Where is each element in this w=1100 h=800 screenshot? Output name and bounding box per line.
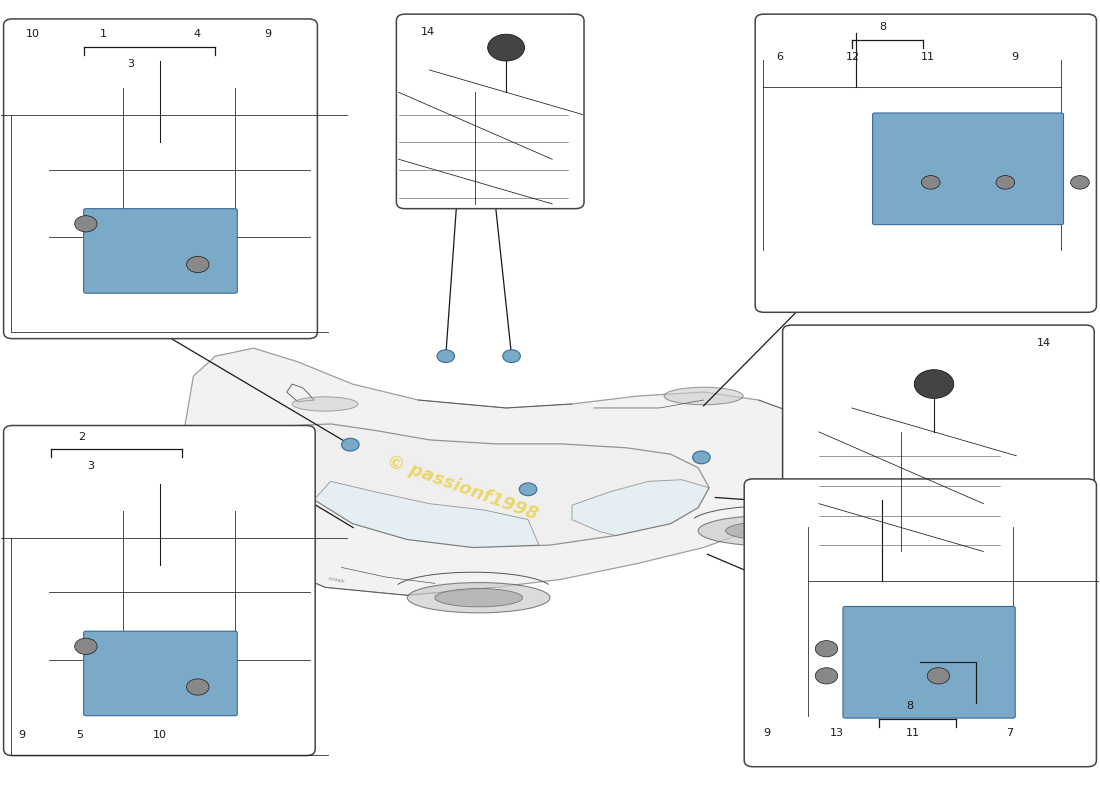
Text: © passionf1998: © passionf1998 bbox=[384, 452, 540, 523]
Text: 11: 11 bbox=[921, 52, 935, 62]
Circle shape bbox=[75, 638, 97, 654]
FancyBboxPatch shape bbox=[872, 113, 1064, 225]
Text: 8: 8 bbox=[906, 702, 914, 711]
Text: 9: 9 bbox=[1011, 52, 1018, 62]
Ellipse shape bbox=[293, 397, 358, 411]
Text: 1: 1 bbox=[100, 30, 107, 39]
Ellipse shape bbox=[434, 589, 522, 607]
Circle shape bbox=[996, 175, 1014, 189]
Text: 14: 14 bbox=[420, 27, 434, 37]
Text: 9: 9 bbox=[18, 730, 25, 740]
FancyBboxPatch shape bbox=[396, 14, 584, 209]
Polygon shape bbox=[315, 482, 539, 547]
Circle shape bbox=[815, 641, 838, 657]
Ellipse shape bbox=[698, 515, 840, 546]
Text: 3: 3 bbox=[128, 58, 134, 69]
Circle shape bbox=[693, 451, 711, 464]
FancyBboxPatch shape bbox=[745, 479, 1097, 766]
Text: 10: 10 bbox=[153, 730, 167, 740]
Text: 7: 7 bbox=[1006, 729, 1013, 738]
Circle shape bbox=[503, 350, 520, 362]
Text: 10: 10 bbox=[25, 30, 40, 39]
Circle shape bbox=[1070, 175, 1089, 189]
Text: 14: 14 bbox=[1037, 338, 1052, 348]
Text: 6: 6 bbox=[776, 52, 783, 62]
Circle shape bbox=[341, 438, 359, 451]
Text: 9: 9 bbox=[763, 729, 770, 738]
Text: 2: 2 bbox=[78, 432, 86, 442]
FancyBboxPatch shape bbox=[3, 426, 316, 755]
FancyBboxPatch shape bbox=[756, 14, 1097, 312]
Circle shape bbox=[437, 350, 454, 362]
Polygon shape bbox=[183, 348, 835, 595]
Circle shape bbox=[927, 668, 949, 684]
Circle shape bbox=[815, 668, 838, 684]
FancyBboxPatch shape bbox=[84, 631, 238, 716]
Ellipse shape bbox=[664, 387, 744, 405]
Text: 8: 8 bbox=[879, 22, 887, 32]
FancyBboxPatch shape bbox=[3, 19, 318, 338]
Text: 12: 12 bbox=[846, 52, 860, 62]
Circle shape bbox=[922, 175, 940, 189]
Text: 3: 3 bbox=[87, 462, 94, 471]
Ellipse shape bbox=[407, 582, 550, 613]
Circle shape bbox=[187, 256, 209, 273]
FancyBboxPatch shape bbox=[84, 209, 238, 293]
Circle shape bbox=[75, 216, 97, 232]
Ellipse shape bbox=[726, 522, 813, 540]
FancyBboxPatch shape bbox=[843, 606, 1015, 718]
Text: 11: 11 bbox=[905, 729, 920, 738]
FancyBboxPatch shape bbox=[782, 325, 1094, 599]
Text: 5: 5 bbox=[76, 730, 82, 740]
Text: 9: 9 bbox=[265, 30, 272, 39]
Text: FERRARI: FERRARI bbox=[327, 578, 345, 585]
Circle shape bbox=[519, 483, 537, 496]
Circle shape bbox=[487, 34, 525, 61]
Text: 4: 4 bbox=[194, 30, 200, 39]
Circle shape bbox=[914, 370, 954, 398]
Circle shape bbox=[187, 679, 209, 695]
Text: 13: 13 bbox=[829, 729, 844, 738]
Polygon shape bbox=[572, 480, 710, 535]
Polygon shape bbox=[274, 424, 710, 547]
